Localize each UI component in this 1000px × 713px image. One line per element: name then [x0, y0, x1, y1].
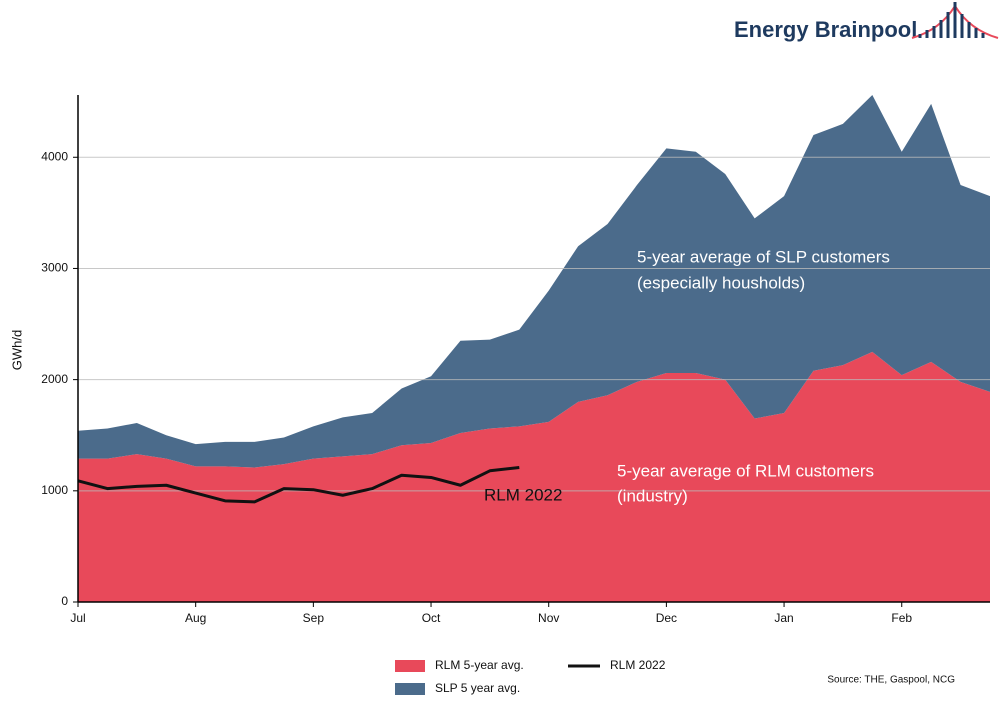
y-tick-label: 2000 [41, 372, 68, 386]
legend-label: SLP 5 year avg. [435, 681, 520, 695]
x-tick-label: Feb [891, 611, 912, 625]
annotation: RLM 2022 [484, 485, 562, 504]
line [77, 465, 520, 504]
legend-swatch [395, 660, 425, 672]
annotation: (especially housholds) [637, 273, 805, 292]
y-tick-label: 3000 [41, 261, 68, 275]
legend-label: RLM 2022 [610, 658, 666, 672]
source: Source: THE, Gaspool, NCG [827, 675, 955, 686]
y-axis-label: GWh/d [9, 330, 24, 370]
annotation: 5-year average of SLP customers [637, 247, 890, 266]
annotation: (industry) [617, 486, 688, 505]
legend-swatch [395, 683, 425, 695]
area [78, 351, 990, 602]
x-tick-label: Dec [656, 611, 677, 625]
legend-label: RLM 5-year avg. [435, 658, 524, 672]
logo [911, 2, 999, 39]
brand: Energy Brainpool [734, 17, 917, 42]
y-tick-label: 0 [61, 594, 68, 608]
x-tick-label: Oct [422, 611, 441, 625]
x-tick-label: Jul [70, 611, 85, 625]
y-tick-label: 1000 [41, 483, 68, 497]
x-tick-label: Sep [303, 611, 325, 625]
x-tick-label: Jan [774, 611, 793, 625]
x-tick-label: Aug [185, 611, 206, 625]
y-tick-label: 4000 [41, 149, 68, 163]
x-tick-label: Nov [538, 611, 559, 625]
annotation: 5-year average of RLM customers [617, 461, 874, 480]
area [78, 95, 990, 468]
